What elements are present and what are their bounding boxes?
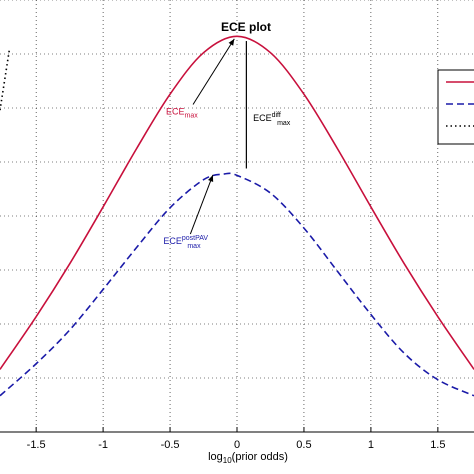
- series-solid-line: [0, 35, 474, 370]
- x-tick-labels: -1.5 -1 -0.5 0 0.5 1 1.5: [27, 427, 445, 451]
- annotation-2: ECEdiff max: [253, 112, 291, 127]
- series: [0, 35, 474, 397]
- annotation-arrow-0: [192, 38, 235, 105]
- legend-box: [437, 69, 474, 145]
- x-axis-label-main: log: [208, 451, 223, 463]
- x-axis-label: log10(prior odds): [208, 451, 288, 465]
- x-axis-label-sub: 10: [223, 456, 232, 465]
- x-tick-label-0: -1.5: [27, 439, 46, 451]
- x-axis-label-rest: (prior odds): [232, 451, 288, 463]
- annotation-0: ECEmax: [166, 38, 235, 119]
- x-tick-label-4: 0.5: [296, 439, 311, 451]
- x-tick-label-1: -1: [98, 439, 108, 451]
- legend-items: [446, 81, 474, 127]
- annotation-arrowhead-1: [208, 174, 214, 182]
- x-tick-label-6: 1.5: [430, 439, 445, 451]
- chart-title: ECE plot: [221, 20, 271, 34]
- x-tick-label-3: 0: [234, 439, 240, 451]
- annotation-arrow-1: [189, 174, 214, 235]
- x-tick-label-5: 1: [368, 439, 374, 451]
- annotation-label-1: ECEpostPAV max: [163, 235, 208, 250]
- legend: [437, 69, 474, 145]
- annotation-arrowhead-0: [228, 38, 235, 46]
- annotation-1: ECEpostPAV max: [163, 174, 214, 250]
- series-dotted-line: [0, 49, 11, 111]
- annotations: ECEmax ECEpostPAV max ECEdiff max: [163, 38, 291, 250]
- annotation-label-0: ECEmax: [166, 106, 198, 119]
- annotation-label-2: ECEdiff max: [253, 112, 291, 127]
- x-tick-label-2: -0.5: [161, 439, 180, 451]
- series-dashed-line: [0, 172, 474, 397]
- grid: [0, 0, 474, 432]
